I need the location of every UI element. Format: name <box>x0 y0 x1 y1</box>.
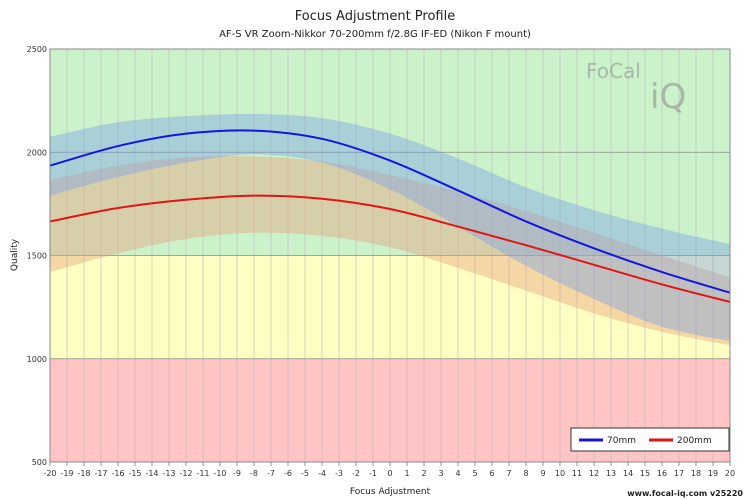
x-tick-label: 6 <box>489 469 494 478</box>
x-tick-label: 11 <box>572 469 582 478</box>
x-tick-label: 2 <box>421 469 426 478</box>
x-tick-label: -13 <box>162 469 175 478</box>
series-lines <box>49 129 731 303</box>
footer-url: www.focal-iq.com v25220 <box>627 489 743 498</box>
y-tick-label: 1000 <box>27 355 47 364</box>
x-tick-label: -15 <box>128 469 141 478</box>
x-tick-label: -18 <box>77 469 90 478</box>
x-tick-label: 12 <box>589 469 599 478</box>
x-tick-label: 9 <box>540 469 545 478</box>
y-tick-label: 2000 <box>27 148 47 157</box>
logo-text-bottom: iQ <box>650 77 686 117</box>
x-tick-label: 5 <box>472 469 477 478</box>
x-tick-label: -8 <box>250 469 258 478</box>
logo-text-top: FoCal <box>586 59 641 83</box>
x-tick-label: 8 <box>523 469 528 478</box>
x-tick-label: -19 <box>60 469 73 478</box>
chart-subtitle: AF-S VR Zoom-Nikkor 70-200mm f/2.8G IF-E… <box>219 29 531 40</box>
y-tick-label: 500 <box>32 458 47 467</box>
x-tick-label: -4 <box>318 469 326 478</box>
legend: 70mm 200mm <box>570 427 730 452</box>
series-line-200mm <box>49 194 731 303</box>
x-tick-label: 19 <box>708 469 718 478</box>
chart-title: Focus Adjustment Profile <box>295 9 455 24</box>
x-tick-label: 14 <box>623 469 633 478</box>
x-tick-label: -5 <box>301 469 309 478</box>
x-tick-label: 18 <box>691 469 701 478</box>
x-tick-label: -1 <box>369 469 377 478</box>
x-tick-label: -2 <box>352 469 360 478</box>
confidence-band-70mm <box>50 113 730 342</box>
x-tick-label: -14 <box>145 469 158 478</box>
x-tick-label: -7 <box>267 469 275 478</box>
x-tick-label: 15 <box>640 469 650 478</box>
y-tick-label: 1500 <box>27 252 47 261</box>
x-tick-label: 13 <box>606 469 616 478</box>
x-tick-label: 17 <box>674 469 684 478</box>
x-tick-label: -16 <box>111 469 124 478</box>
y-tick-labels: 500 1000 1500 2000 2500 <box>27 45 47 467</box>
x-tick-label: -6 <box>284 469 292 478</box>
focal-iq-logo: FoCal iQ <box>586 59 686 117</box>
x-tick-label: -12 <box>179 469 192 478</box>
x-tick-label: 1 <box>404 469 409 478</box>
series-line-70mm <box>49 129 731 294</box>
x-tick-label: -20 <box>43 469 56 478</box>
x-tick-label: 4 <box>455 469 460 478</box>
x-tick-labels: -20 -19 -18 -17 -16 -15 -14 -13 -12 -11 -10 -9 -8 -7-… <box>43 462 735 478</box>
confidence-band-200mm <box>50 155 730 346</box>
x-tick-label: -9 <box>233 469 241 478</box>
x-tick-label: 7 <box>506 469 511 478</box>
y-tick-label: 2500 <box>27 45 47 54</box>
x-tick-label: 20 <box>725 469 735 478</box>
x-tick-label: 3 <box>438 469 443 478</box>
x-tick-label: 0 <box>387 469 392 478</box>
legend-label-70mm: 70mm <box>607 436 636 446</box>
x-tick-label: -3 <box>335 469 343 478</box>
x-tick-label: -10 <box>213 469 226 478</box>
x-axis-label: Focus Adjustment <box>350 487 431 497</box>
x-tick-label: -11 <box>196 469 209 478</box>
y-axis-label: Quality <box>10 238 20 271</box>
legend-label-200mm: 200mm <box>677 436 712 446</box>
x-tick-label: 16 <box>657 469 667 478</box>
confidence-bands <box>50 113 730 346</box>
x-tick-label: 10 <box>555 469 565 478</box>
x-tick-label: -17 <box>94 469 107 478</box>
